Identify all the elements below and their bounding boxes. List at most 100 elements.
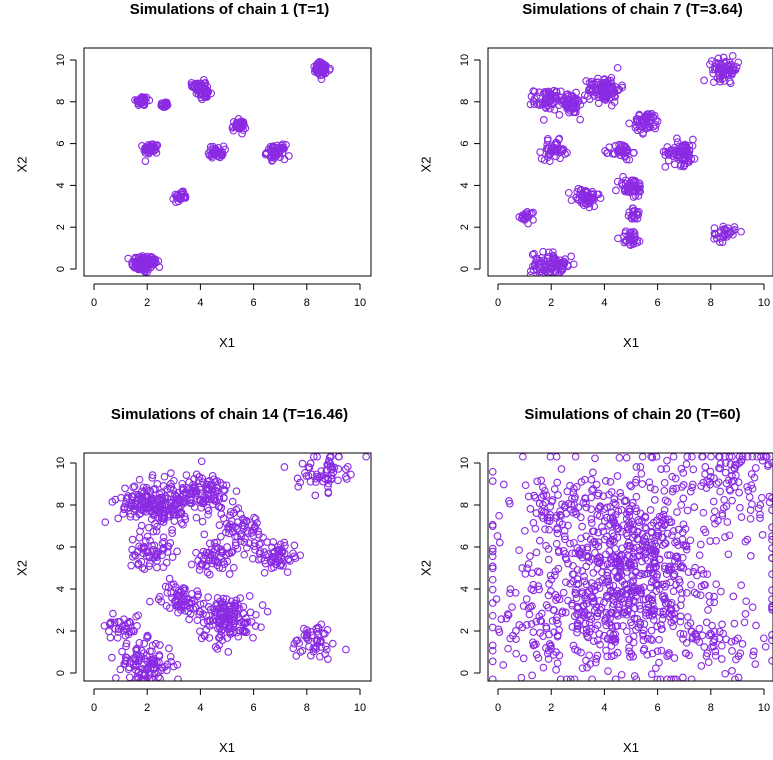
scatter-point [633,586,642,595]
scatter-point [533,477,542,486]
scatter-point [552,539,561,548]
scatter-point [607,652,616,661]
scatter-point [148,473,157,482]
scatter-point [554,264,562,273]
scatter-point [159,544,168,552]
scatter-point [576,617,584,625]
scatter-point [174,675,182,681]
scatter-point [515,621,524,629]
scatter-point [213,609,222,617]
scatter-point [221,619,230,628]
scatter-point [761,642,770,651]
scatter-point [715,238,724,246]
scatter-point [582,77,591,85]
scatter-point [535,499,544,508]
scatter-point [316,652,324,661]
scatter-point [541,99,550,108]
scatter-point [566,99,575,108]
scatter-point [613,648,622,657]
scatter-point [562,675,571,681]
scatter-point [717,641,726,650]
scatter-point [229,563,238,572]
scatter-point [625,647,633,656]
scatter-point [709,78,718,87]
scatter-point [114,628,123,636]
scatter-point [742,597,751,606]
scatter-point [657,646,666,655]
y-tick-label: 0 [55,670,67,676]
scatter-point [556,510,564,519]
plot-frame [487,47,773,277]
scatter-point [251,515,260,523]
scatter-point [134,611,143,620]
scatter-point [570,538,578,547]
scatter-point [179,485,188,493]
scatter-point [638,453,647,461]
y-tick-label: 0 [459,266,471,272]
scatter-point [270,144,279,152]
scatter-point [580,475,589,484]
scatter-point [670,149,679,158]
scatter-point [578,553,587,562]
scatter-point [217,601,225,609]
y-axis-label: X2 [419,560,434,576]
scatter-point [106,619,115,628]
scatter-point [169,510,178,519]
scatter-point [726,486,735,495]
scatter-point [768,554,773,562]
scatter-point [725,66,734,75]
scatter-point [234,613,243,621]
scatter-point [586,85,595,93]
scatter-point [645,608,653,617]
scatter-point [530,491,539,500]
scatter-point [134,547,142,556]
scatter-point [587,519,596,527]
scatter-point [216,597,225,606]
scatter-point [631,478,640,487]
scatter-point [306,651,315,660]
scatter-point [594,542,603,551]
scatter-point [717,587,725,596]
x-tick-label: 10 [354,702,366,714]
scatter-point [768,544,773,552]
scatter-point [211,556,220,565]
x-tick-label: 2 [144,297,150,309]
scatter-point [574,184,583,193]
scatter-point [146,536,154,545]
scatter-point [519,654,528,663]
scatter-point [728,667,736,675]
scatter-point [306,477,315,486]
scatter-point [667,618,676,627]
scatter-point [189,480,197,489]
scatter-point [213,645,222,653]
scatter-point [515,546,523,555]
scatter-point [574,604,583,612]
scatter-point [181,606,189,615]
scatter-point [488,599,497,607]
scatter-point [663,551,672,559]
scatter-point [553,139,562,148]
scatter-point [606,502,615,511]
scatter-point [239,602,248,611]
scatter-point [587,475,596,484]
scatter-point [589,594,598,603]
scatter-point [542,624,551,633]
scatter-point [695,551,704,560]
scatter-point [570,612,579,620]
scatter-point [581,494,590,503]
scatter-point [521,214,530,223]
scatter-point [620,497,629,506]
x-tick-label: 8 [708,702,714,714]
scatter-point [499,480,508,489]
scatter-point [289,549,297,558]
scatter-point [165,644,173,653]
scatter-point [160,103,169,112]
y-tick-label: 0 [55,266,67,272]
scatter-point [632,625,640,634]
scatter-point [237,532,245,541]
scatter-point [142,507,150,516]
scatter-point [724,550,733,559]
scatter-point [143,631,152,640]
scatter-point [585,95,594,103]
scatter-point [628,183,636,192]
